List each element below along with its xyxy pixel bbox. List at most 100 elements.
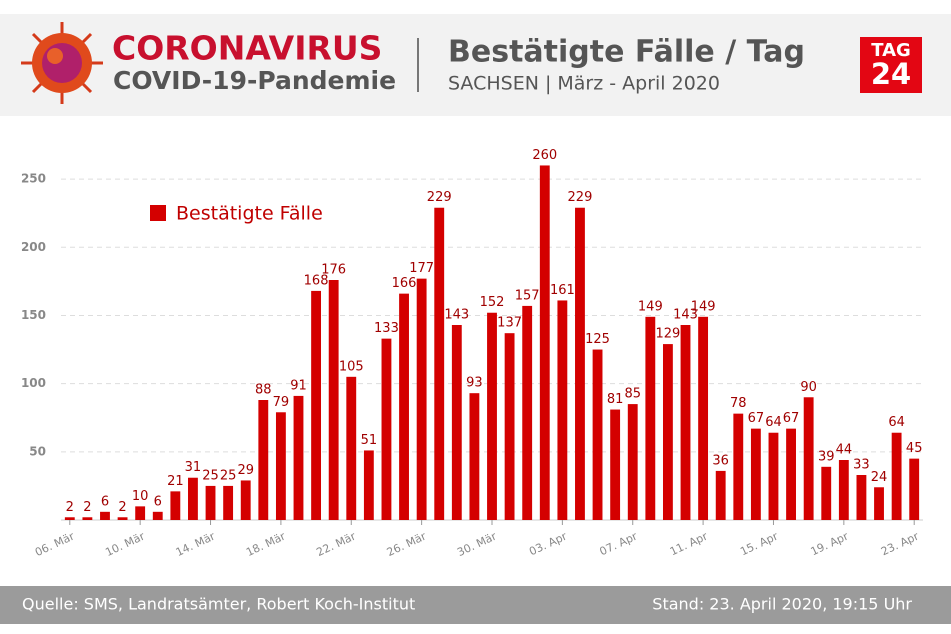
virus-icon — [21, 22, 103, 104]
data-label: 2 — [118, 500, 126, 515]
data-label: 36 — [712, 453, 729, 468]
data-label: 229 — [427, 190, 452, 205]
footer-source: Quelle: SMS, Landratsämter, Robert Koch-… — [22, 595, 415, 614]
data-label: 88 — [255, 383, 272, 398]
data-label: 90 — [800, 380, 817, 395]
y-tick-label: 50 — [29, 444, 46, 458]
bar — [381, 338, 392, 520]
y-tick-label: 100 — [21, 376, 46, 390]
data-label: 67 — [783, 411, 800, 426]
x-tick-label: 10. Mär — [103, 529, 147, 559]
bar — [891, 432, 902, 520]
header-subtitle: COVID-19-Pandemie — [113, 66, 396, 95]
x-tick-label: 07. Apr — [597, 529, 639, 558]
data-label: 93 — [466, 376, 483, 391]
x-tick-label: 11. Apr — [668, 529, 710, 558]
legend-swatch — [150, 205, 166, 221]
bar — [64, 517, 75, 520]
bar — [610, 409, 621, 520]
bar — [662, 344, 673, 520]
bar — [557, 300, 568, 520]
bar — [363, 450, 374, 520]
bar — [469, 393, 480, 520]
bar — [328, 280, 339, 520]
bar — [346, 376, 357, 520]
data-label: 85 — [624, 387, 641, 402]
bar — [223, 485, 234, 520]
data-label: 51 — [361, 433, 378, 448]
data-label: 149 — [691, 299, 716, 314]
data-label: 143 — [444, 308, 469, 323]
chart-subtitle: SACHSEN | März - April 2020 — [448, 73, 720, 95]
data-label: 24 — [871, 470, 888, 485]
bar — [874, 487, 884, 520]
data-label: 2 — [83, 500, 91, 515]
data-label: 6 — [154, 494, 162, 509]
data-label: 10 — [132, 489, 149, 504]
footer-band — [0, 586, 951, 624]
data-label: 166 — [392, 276, 417, 291]
header-title: CORONAVIRUS — [112, 29, 382, 68]
data-label: 45 — [906, 441, 923, 456]
x-tick-label: 18. Mär — [244, 529, 288, 559]
data-label: 125 — [585, 332, 610, 347]
x-tick-label: 03. Apr — [527, 529, 569, 558]
bar — [627, 404, 638, 520]
data-label: 143 — [673, 308, 698, 323]
data-label: 105 — [339, 359, 364, 374]
data-label: 64 — [888, 415, 905, 430]
bar — [786, 428, 796, 520]
y-tick-label: 150 — [21, 308, 46, 322]
bar — [522, 305, 533, 520]
bar — [733, 413, 744, 520]
data-label: 2 — [66, 500, 74, 515]
data-label: 161 — [550, 283, 575, 298]
data-label: 129 — [656, 327, 681, 342]
data-label: 33 — [853, 458, 870, 473]
data-label: 25 — [220, 468, 237, 483]
x-tick-label: 14. Mär — [174, 529, 218, 559]
bar — [838, 460, 849, 520]
bar — [416, 278, 427, 520]
bar — [434, 207, 445, 520]
chart-title: Bestätigte Fälle / Tag — [448, 35, 805, 70]
bar — [311, 290, 322, 520]
x-tick-label: 26. Mär — [385, 529, 429, 559]
bar — [680, 325, 691, 520]
header-band — [0, 14, 951, 116]
data-label: 229 — [568, 190, 593, 205]
bar — [188, 477, 198, 520]
bar — [205, 485, 216, 520]
bar — [135, 506, 146, 520]
data-label: 91 — [290, 378, 307, 393]
y-tick-label: 250 — [21, 172, 46, 186]
data-label: 21 — [167, 474, 184, 489]
bar — [539, 165, 550, 521]
bar — [117, 517, 128, 520]
bar — [698, 316, 709, 520]
data-label: 81 — [607, 392, 624, 407]
data-label: 149 — [638, 299, 663, 314]
data-label: 177 — [409, 261, 434, 276]
bar — [750, 428, 761, 520]
x-tick-label: 15. Apr — [738, 529, 780, 558]
bar — [575, 207, 585, 520]
bar — [240, 480, 251, 520]
data-label: 168 — [304, 273, 329, 288]
bar — [592, 349, 603, 520]
bar — [258, 400, 269, 520]
bar — [170, 491, 181, 520]
bar — [645, 316, 656, 520]
data-label: 39 — [818, 449, 835, 464]
bar — [399, 293, 409, 520]
data-label: 137 — [497, 316, 522, 331]
y-tick-label: 200 — [21, 240, 46, 254]
data-label: 176 — [321, 263, 346, 278]
bar — [821, 466, 832, 520]
data-label: 44 — [836, 443, 853, 458]
data-label: 152 — [480, 295, 505, 310]
data-label: 79 — [273, 395, 290, 410]
logo-bottom: 24 — [871, 57, 911, 91]
